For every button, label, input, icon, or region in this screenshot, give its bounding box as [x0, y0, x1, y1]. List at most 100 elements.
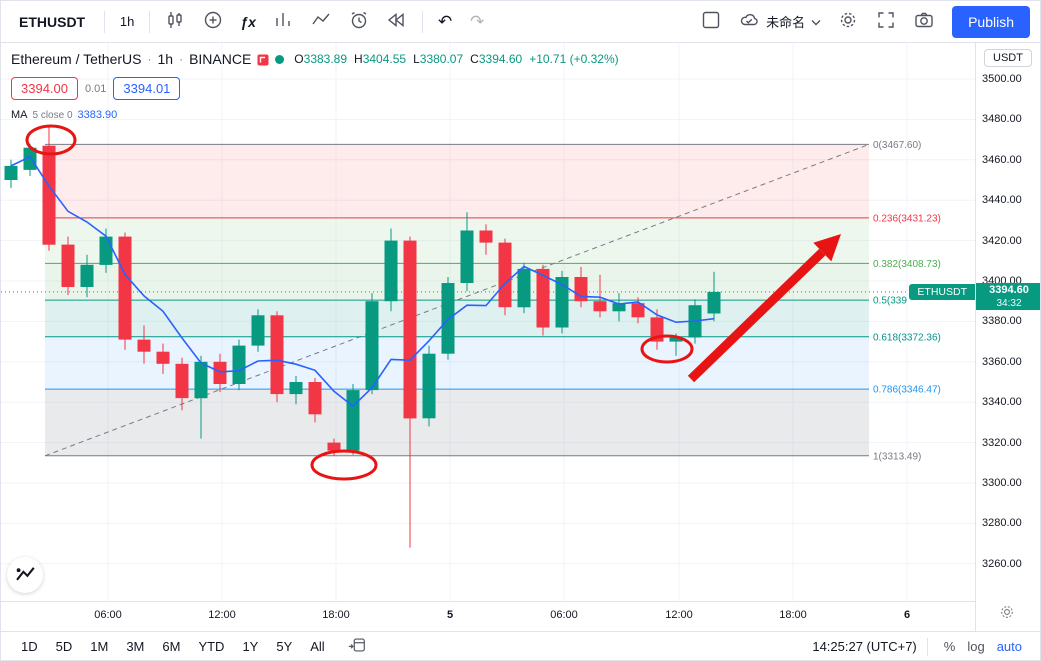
publish-button[interactable]: Publish	[952, 5, 1030, 38]
svg-text:1(3313.49): 1(3313.49)	[873, 451, 921, 462]
percent-scale-toggle[interactable]: %	[943, 639, 956, 654]
time-axis-label: 12:00	[208, 609, 236, 621]
price-tick-label: 3300.00	[982, 477, 1022, 489]
legend-separator: ·	[147, 52, 152, 66]
cloud-icon	[738, 9, 760, 34]
chart-style-button[interactable]	[157, 7, 193, 37]
bar-chart-icon	[272, 9, 294, 34]
price-tick-label: 3380.00	[982, 315, 1022, 328]
fx-icon: ƒx	[240, 13, 256, 30]
camera-icon	[913, 9, 935, 34]
low-value: 3380.07	[419, 52, 464, 66]
toolbar-divider	[422, 10, 424, 33]
currency-label[interactable]: USDT	[984, 49, 1032, 67]
open-label: O	[294, 52, 304, 66]
price-scale[interactable]: USDT 3500.00 3480.00 3460.00 3440.00 3420.00…	[975, 43, 1040, 631]
time-axis-label: 5	[446, 609, 454, 621]
candlestick-icon	[164, 9, 186, 34]
alert-button[interactable]	[341, 7, 377, 37]
scale-settings-button[interactable]	[998, 603, 1016, 624]
symbol-title[interactable]: Ethereum / TetherUS	[11, 51, 142, 67]
open-value: 3383.89	[303, 52, 348, 66]
calendar-icon	[347, 635, 367, 658]
time-axis-label: 06:00	[94, 609, 122, 621]
price-tick-label: 3340.00	[982, 396, 1022, 409]
range-button-5y[interactable]: 5Y	[276, 639, 293, 654]
interval-button[interactable]: 1h	[119, 14, 135, 29]
price-tick-label: 3320.00	[982, 436, 1022, 449]
ma-params: 5 close 0	[32, 109, 73, 121]
candlestick-chart[interactable]: 0(3467.60) 0.236(3431.23) 0.382(3408.73) 0.…	[1, 43, 975, 601]
low-label: L	[413, 52, 420, 66]
high-value: 3404.55	[362, 52, 407, 66]
pattern-tool-button[interactable]	[303, 7, 339, 37]
gear-icon	[837, 9, 859, 34]
sell-price-button[interactable]: 3394.00	[11, 77, 78, 100]
ma-value: 3383.90	[77, 109, 118, 121]
tradingview-logo[interactable]	[7, 557, 43, 593]
symbol-search-button[interactable]: ETHUSDT	[19, 13, 86, 30]
svg-text:0(3467.60): 0(3467.60)	[873, 140, 921, 151]
redo-icon: ↷	[470, 11, 485, 31]
range-button-5d[interactable]: 5D	[55, 639, 73, 654]
fullscreen-button[interactable]	[868, 7, 904, 37]
range-button-all[interactable]: All	[310, 639, 325, 654]
svg-text:0.786(3346.47): 0.786(3346.47)	[873, 385, 941, 396]
top-toolbar: ETHUSDT 1h ƒx ↶ ↷	[1, 1, 1040, 43]
snapshot-button[interactable]	[906, 7, 942, 37]
undo-icon: ↶	[438, 11, 453, 31]
redo-button[interactable]: ↷	[462, 7, 492, 37]
time-axis-label: 06:00	[550, 609, 578, 621]
time-axis[interactable]: 06:00 12:00 18:00 5 06:00 12:00 18:00 6	[1, 601, 975, 631]
layout-select-button[interactable]	[693, 7, 729, 37]
undo-button[interactable]: ↶	[430, 7, 460, 37]
toolbar-divider	[149, 10, 151, 33]
price-tick-label: 3460.00	[982, 153, 1022, 166]
time-axis-label: 18:00	[322, 609, 350, 621]
price-tick-label: 3360.00	[982, 355, 1022, 368]
range-button-6m[interactable]: 6M	[162, 639, 181, 654]
svg-text:0.236(3431.23): 0.236(3431.23)	[873, 213, 941, 224]
ohlc-values: O3383.89 H3404.55 L3380.07 C3394.60 +10.…	[294, 52, 618, 66]
range-button-ytd[interactable]: YTD	[198, 639, 225, 654]
ma-legend: MA 5 close 0 3383.90	[11, 109, 117, 121]
exchange-logo-icon	[257, 53, 269, 66]
svg-text:0.382(3408.73): 0.382(3408.73)	[873, 259, 941, 270]
price-tick-label: 3440.00	[982, 194, 1022, 207]
ma-label: MA	[11, 109, 28, 121]
save-layout-button[interactable]: 未命名	[731, 7, 828, 37]
time-axis-label: 12:00	[665, 609, 693, 621]
auto-scale-toggle[interactable]: auto	[996, 639, 1022, 654]
go-to-date-button[interactable]	[347, 635, 367, 658]
legend-separator: ·	[179, 52, 184, 66]
close-value: 3394.60	[478, 52, 523, 66]
chart-legend: Ethereum / TetherUS · 1h · BINANCE O3383…	[11, 51, 619, 67]
time-axis-label: 6	[903, 609, 911, 621]
range-button-1d[interactable]: 1D	[21, 639, 38, 654]
log-scale-toggle[interactable]: log	[967, 639, 985, 654]
legend-interval: 1h	[157, 51, 174, 67]
range-button-1y[interactable]: 1Y	[242, 639, 259, 654]
gear-icon	[998, 606, 1016, 624]
zigzag-wave-icon	[310, 9, 332, 34]
market-open-dot	[275, 54, 285, 64]
layout-square-icon	[700, 9, 722, 34]
compare-button[interactable]	[195, 7, 231, 37]
price-tick-label: 3480.00	[982, 113, 1022, 126]
bar-countdown: 34:32	[996, 297, 1022, 309]
clock-timezone-button[interactable]: 14:25:27 (UTC+7)	[812, 639, 917, 654]
chart-settings-button[interactable]	[830, 7, 866, 37]
toolbar-divider	[104, 10, 106, 33]
buy-price-button[interactable]: 3394.01	[113, 77, 181, 100]
time-axis-label: 18:00	[779, 609, 807, 621]
trade-buttons: 3394.00 0.01 3394.01	[11, 77, 181, 100]
indicators-button[interactable]: ƒx	[233, 7, 263, 37]
high-label: H	[354, 52, 363, 66]
replay-button[interactable]	[379, 7, 415, 37]
range-button-1m[interactable]: 1M	[90, 639, 109, 654]
indicator-templates-button[interactable]	[265, 7, 301, 37]
chart-pane: 0(3467.60) 0.236(3431.23) 0.382(3408.73) 0.…	[1, 43, 975, 631]
change-value: +10.71 (+0.32%)	[529, 52, 619, 66]
range-button-3m[interactable]: 3M	[126, 639, 145, 654]
